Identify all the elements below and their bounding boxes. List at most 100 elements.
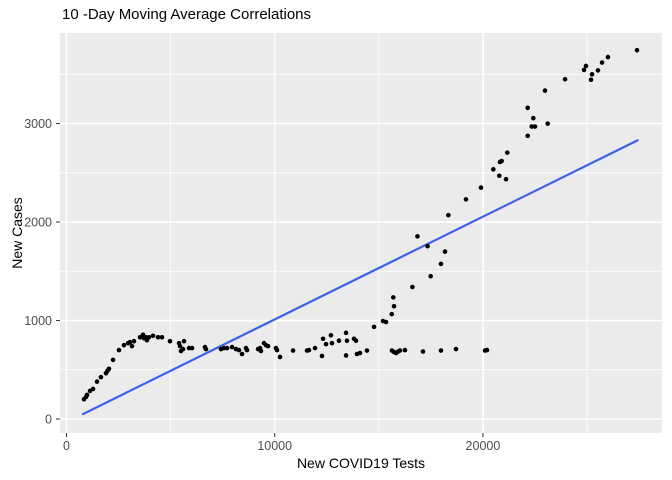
data-point bbox=[131, 338, 137, 344]
data-point bbox=[239, 351, 245, 357]
data-point bbox=[328, 332, 334, 338]
data-point bbox=[525, 133, 530, 139]
data-point bbox=[446, 212, 451, 218]
data-point bbox=[319, 353, 325, 359]
data-point bbox=[529, 124, 535, 129]
data-point bbox=[290, 348, 296, 353]
data-point bbox=[453, 346, 459, 352]
data-point bbox=[323, 341, 329, 347]
data-point bbox=[402, 347, 408, 353]
data-point bbox=[84, 392, 90, 398]
data-point bbox=[329, 340, 335, 346]
data-point bbox=[605, 54, 611, 60]
data-point bbox=[224, 345, 230, 351]
data-point bbox=[589, 72, 595, 77]
data-point bbox=[583, 63, 589, 69]
data-point bbox=[110, 357, 116, 363]
data-point bbox=[320, 336, 326, 342]
data-point bbox=[274, 347, 280, 353]
data-point bbox=[106, 366, 112, 372]
data-point bbox=[343, 353, 349, 358]
data-point bbox=[127, 339, 133, 345]
data-point bbox=[397, 348, 403, 353]
x-tick-label: 20000 bbox=[466, 439, 501, 453]
data-point bbox=[129, 343, 135, 349]
data-point bbox=[484, 347, 490, 353]
panel-background bbox=[60, 33, 662, 433]
data-point bbox=[389, 311, 395, 317]
data-point bbox=[581, 67, 587, 73]
data-point bbox=[542, 88, 548, 93]
y-tick-label: 0 bbox=[45, 413, 52, 427]
data-point bbox=[180, 346, 186, 352]
data-point bbox=[357, 350, 363, 356]
data-point bbox=[442, 249, 448, 254]
y-axis-title: New Cases bbox=[9, 197, 25, 269]
data-point bbox=[203, 346, 209, 352]
data-point bbox=[425, 243, 430, 249]
data-point bbox=[306, 347, 312, 353]
chart-title: 10 -Day Moving Average Correlations bbox=[62, 6, 312, 23]
data-point bbox=[562, 76, 568, 82]
data-point bbox=[599, 60, 605, 65]
data-point bbox=[244, 347, 250, 353]
x-tick-label: 10000 bbox=[257, 439, 292, 453]
data-point bbox=[503, 176, 509, 182]
data-point bbox=[344, 338, 350, 344]
y-tick-label: 1000 bbox=[24, 314, 52, 328]
data-point bbox=[415, 234, 420, 239]
data-point bbox=[391, 303, 397, 309]
data-point bbox=[116, 347, 122, 353]
data-point bbox=[150, 333, 156, 339]
data-point bbox=[438, 348, 444, 353]
data-point bbox=[353, 338, 359, 344]
data-point bbox=[532, 124, 538, 129]
data-point bbox=[159, 334, 165, 340]
trend-line bbox=[81, 139, 639, 416]
data-point bbox=[155, 334, 161, 340]
data-point bbox=[181, 338, 187, 344]
x-tick-label: 0 bbox=[63, 439, 70, 453]
data-point bbox=[390, 295, 396, 300]
data-point bbox=[167, 338, 173, 344]
data-point bbox=[531, 115, 536, 121]
data-point bbox=[463, 197, 469, 202]
data-point bbox=[343, 330, 349, 336]
data-point bbox=[420, 349, 426, 354]
data-point bbox=[634, 47, 640, 53]
y-tick-label: 3000 bbox=[24, 117, 52, 131]
data-point bbox=[499, 158, 504, 164]
y-tick-label: 2000 bbox=[24, 216, 52, 230]
data-point bbox=[121, 342, 127, 348]
data-point bbox=[312, 345, 318, 351]
data-point bbox=[94, 379, 100, 384]
data-point bbox=[491, 167, 496, 172]
x-axis-title: New COVID19 Tests bbox=[296, 455, 426, 471]
data-point bbox=[146, 334, 152, 340]
data-point bbox=[545, 121, 550, 126]
data-point bbox=[478, 185, 484, 190]
data-point bbox=[588, 77, 594, 83]
data-point bbox=[90, 386, 96, 392]
data-point bbox=[428, 273, 433, 279]
data-point bbox=[371, 324, 377, 330]
data-point bbox=[258, 348, 264, 354]
data-point bbox=[277, 354, 283, 360]
data-point bbox=[265, 343, 271, 349]
data-point bbox=[383, 319, 389, 325]
data-point bbox=[438, 261, 444, 267]
data-point bbox=[595, 68, 601, 73]
data-point bbox=[410, 284, 415, 290]
data-point bbox=[525, 105, 530, 111]
data-point bbox=[496, 173, 502, 179]
data-point bbox=[236, 347, 242, 353]
data-point bbox=[504, 150, 510, 155]
data-point bbox=[98, 374, 104, 380]
data-point bbox=[189, 345, 195, 351]
data-point bbox=[364, 348, 370, 353]
data-point bbox=[336, 338, 342, 344]
data-point bbox=[229, 344, 235, 350]
data-point bbox=[177, 343, 183, 349]
